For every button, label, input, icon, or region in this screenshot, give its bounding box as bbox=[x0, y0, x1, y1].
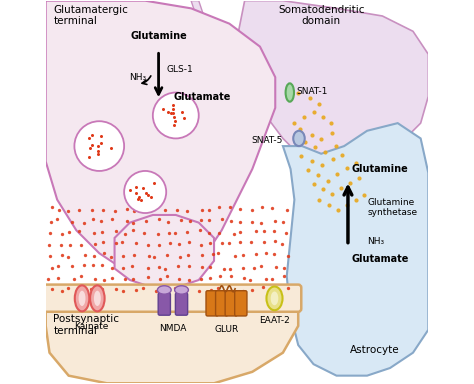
Text: GLS-1: GLS-1 bbox=[166, 65, 193, 74]
Text: Glutamine: Glutamine bbox=[130, 31, 187, 41]
Ellipse shape bbox=[79, 291, 85, 306]
PathPatch shape bbox=[191, 1, 245, 70]
Ellipse shape bbox=[157, 286, 171, 294]
PathPatch shape bbox=[46, 1, 275, 276]
Text: Glutamate: Glutamate bbox=[352, 254, 409, 264]
Text: Postsynaptic
terminal: Postsynaptic terminal bbox=[54, 314, 119, 336]
Ellipse shape bbox=[75, 285, 89, 311]
Text: Somatodendritic
domain: Somatodendritic domain bbox=[278, 5, 365, 26]
Text: NMDA: NMDA bbox=[159, 324, 187, 333]
Text: EAAT-2: EAAT-2 bbox=[259, 316, 290, 325]
FancyBboxPatch shape bbox=[216, 291, 228, 316]
Text: SNAT-1: SNAT-1 bbox=[296, 87, 328, 96]
FancyBboxPatch shape bbox=[225, 291, 237, 316]
Text: Glutamine: Glutamine bbox=[352, 164, 409, 174]
Circle shape bbox=[153, 93, 199, 139]
FancyBboxPatch shape bbox=[43, 285, 301, 312]
Text: NH₃: NH₃ bbox=[129, 73, 146, 83]
Ellipse shape bbox=[286, 83, 294, 102]
Text: Glutamine
synthetase: Glutamine synthetase bbox=[367, 198, 417, 217]
Circle shape bbox=[124, 171, 166, 213]
PathPatch shape bbox=[283, 123, 428, 376]
PathPatch shape bbox=[46, 299, 298, 383]
FancyBboxPatch shape bbox=[175, 293, 188, 315]
Ellipse shape bbox=[266, 286, 283, 310]
FancyBboxPatch shape bbox=[158, 293, 171, 315]
FancyBboxPatch shape bbox=[206, 291, 218, 316]
Text: NH₃: NH₃ bbox=[367, 237, 384, 246]
PathPatch shape bbox=[237, 1, 428, 169]
Text: Glutamatergic
terminal: Glutamatergic terminal bbox=[54, 5, 128, 26]
FancyBboxPatch shape bbox=[235, 291, 247, 316]
Text: SNAT-5: SNAT-5 bbox=[252, 136, 283, 145]
Text: Kainate: Kainate bbox=[73, 322, 108, 331]
Ellipse shape bbox=[174, 286, 188, 294]
Ellipse shape bbox=[90, 285, 105, 311]
Text: Astrocyte: Astrocyte bbox=[350, 344, 400, 354]
Ellipse shape bbox=[94, 291, 101, 306]
Text: GLUR: GLUR bbox=[214, 325, 238, 334]
Text: Glutamate: Glutamate bbox=[174, 92, 231, 102]
PathPatch shape bbox=[115, 215, 214, 288]
Circle shape bbox=[74, 121, 124, 171]
Ellipse shape bbox=[293, 131, 305, 146]
Ellipse shape bbox=[271, 291, 278, 305]
